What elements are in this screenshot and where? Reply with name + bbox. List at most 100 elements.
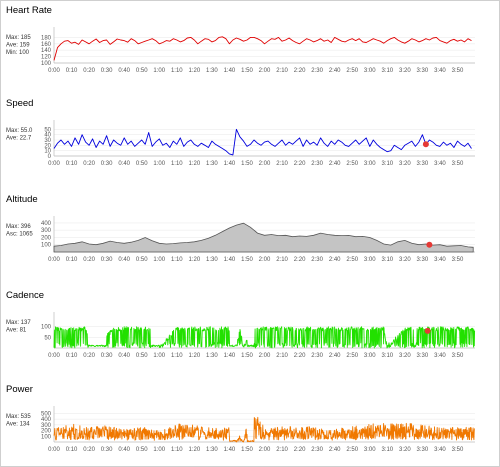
cadence-x-tick-label: 1:10 [171,353,183,359]
altitude-x-tick-label: 1:50 [241,257,253,263]
heart_rate-x-tick-label: 0:50 [136,68,148,74]
speed-x-tick-label: 1:20 [188,161,200,167]
power-x-tick-label: 3:00 [364,447,376,453]
heart_rate-title: Heart Rate [6,5,52,16]
altitude-x-tick-label: 1:00 [153,257,165,263]
cadence-x-tick-label: 0:30 [101,353,113,359]
power-x-tick-label: 1:20 [188,447,200,453]
cadence-x-tick-label: 2:50 [346,353,358,359]
cadence-x-tick-label: 3:50 [452,353,464,359]
altitude-y-tick-label: 300 [41,228,52,234]
cadence-x-tick-label: 0:00 [48,353,60,359]
altitude-x-tick-label: 0:50 [136,257,148,263]
heart_rate-x-tick-label: 1:10 [171,68,183,74]
speed-x-tick-label: 0:50 [136,161,148,167]
speed-x-tick-label: 1:10 [171,161,183,167]
speed-y-tick-label: 30 [44,138,51,144]
heart_rate-x-tick-label: 0:10 [66,68,78,74]
heart_rate-x-tick-label: 1:00 [153,68,165,74]
power-x-tick-label: 1:40 [224,447,236,453]
altitude-x-tick-label: 2:30 [311,257,323,263]
heart_rate-x-tick-label: 1:30 [206,68,218,74]
speed-x-tick-label: 3:30 [417,161,429,167]
altitude-x-tick-label: 3:00 [364,257,376,263]
heart_rate-x-tick-label: 2:40 [329,68,341,74]
speed-x-tick-label: 3:00 [364,161,376,167]
altitude-x-tick-label: 2:40 [329,257,341,263]
speed-stat-0: Max: 55.0 [6,128,33,134]
power-x-tick-label: 2:20 [294,447,306,453]
power-x-tick-label: 3:40 [434,447,446,453]
heart_rate-x-tick-label: 3:20 [399,68,411,74]
cadence-x-tick-label: 1:40 [224,353,236,359]
power-x-tick-label: 3:50 [452,447,464,453]
altitude-position-marker [426,241,433,248]
altitude-x-tick-label: 3:10 [381,257,393,263]
power-x-tick-label: 3:30 [417,447,429,453]
heart_rate-x-tick-label: 1:20 [188,68,200,74]
altitude-x-tick-label: 1:30 [206,257,218,263]
cadence-x-tick-label: 2:40 [329,353,341,359]
speed-x-tick-label: 0:20 [83,161,95,167]
speed-series-line [53,128,472,156]
power-y-tick-label: 200 [41,429,52,435]
cadence-x-tick-label: 3:00 [364,353,376,359]
heart_rate-stat-0: Max: 185 [6,35,31,41]
heart_rate-stat-1: Ave: 159 [6,43,30,49]
power-title: Power [6,384,33,395]
altitude-stat-1: Asc: 1065 [6,232,33,238]
heart_rate-x-tick-label: 0:40 [118,68,130,74]
altitude-x-tick-label: 3:50 [452,257,464,263]
speed-x-tick-label: 1:00 [153,161,165,167]
cadence-x-tick-label: 3:20 [399,353,411,359]
altitude-y-tick-label: 100 [41,243,52,249]
cadence-x-tick-label: 1:00 [153,353,165,359]
heart_rate-x-tick-label: 2:50 [346,68,358,74]
altitude-x-tick-label: 2:00 [259,257,271,263]
cadence-y-tick-label: 50 [44,335,51,341]
speed-y-tick-label: 10 [44,149,51,155]
heart_rate-y-tick-label: 140 [41,48,52,54]
cadence-x-tick-label: 2:30 [311,353,323,359]
heart_rate-y-tick-label: 100 [41,61,52,67]
speed-x-tick-label: 2:50 [346,161,358,167]
power-x-tick-label: 1:10 [171,447,183,453]
speed-x-tick-label: 1:30 [206,161,218,167]
speed-x-tick-label: 2:40 [329,161,341,167]
power-x-tick-label: 0:50 [136,447,148,453]
speed-y-tick-label: 40 [44,133,51,139]
cadence-x-tick-label: 2:20 [294,353,306,359]
heart_rate-x-tick-label: 2:20 [294,68,306,74]
speed-stat-1: Ave: 22.7 [6,136,32,142]
heart_rate-x-tick-label: 2:10 [276,68,288,74]
power-series-line [53,416,476,443]
altitude-x-tick-label: 1:20 [188,257,200,263]
heart_rate-x-tick-label: 0:20 [83,68,95,74]
speed-x-tick-label: 2:10 [276,161,288,167]
altitude-x-tick-label: 1:40 [224,257,236,263]
cadence-position-marker [424,327,431,334]
power-x-tick-label: 3:20 [399,447,411,453]
power-x-tick-label: 0:10 [66,447,78,453]
cadence-x-tick-label: 0:10 [66,353,78,359]
cadence-x-tick-label: 1:20 [188,353,200,359]
altitude-stat-0: Max: 396 [6,224,31,230]
power-x-tick-label: 1:30 [206,447,218,453]
cadence-stat-0: Max: 137 [6,320,31,326]
power-x-tick-label: 0:30 [101,447,113,453]
heart_rate-y-tick-label: 160 [41,42,52,48]
heart_rate-x-tick-label: 3:00 [364,68,376,74]
speed-y-tick-label: 20 [44,143,51,149]
power-y-tick-label: 400 [41,417,52,423]
altitude-x-tick-label: 0:00 [48,257,60,263]
speed-x-tick-label: 3:40 [434,161,446,167]
cadence-x-tick-label: 0:20 [83,353,95,359]
heart_rate-x-tick-label: 0:30 [101,68,113,74]
speed-x-tick-label: 3:20 [399,161,411,167]
heart_rate-x-tick-label: 3:50 [452,68,464,74]
cadence-x-tick-label: 3:40 [434,353,446,359]
power-x-tick-label: 2:00 [259,447,271,453]
altitude-x-tick-label: 3:20 [399,257,411,263]
altitude-y-tick-label: 400 [41,221,52,227]
speed-x-tick-label: 2:00 [259,161,271,167]
